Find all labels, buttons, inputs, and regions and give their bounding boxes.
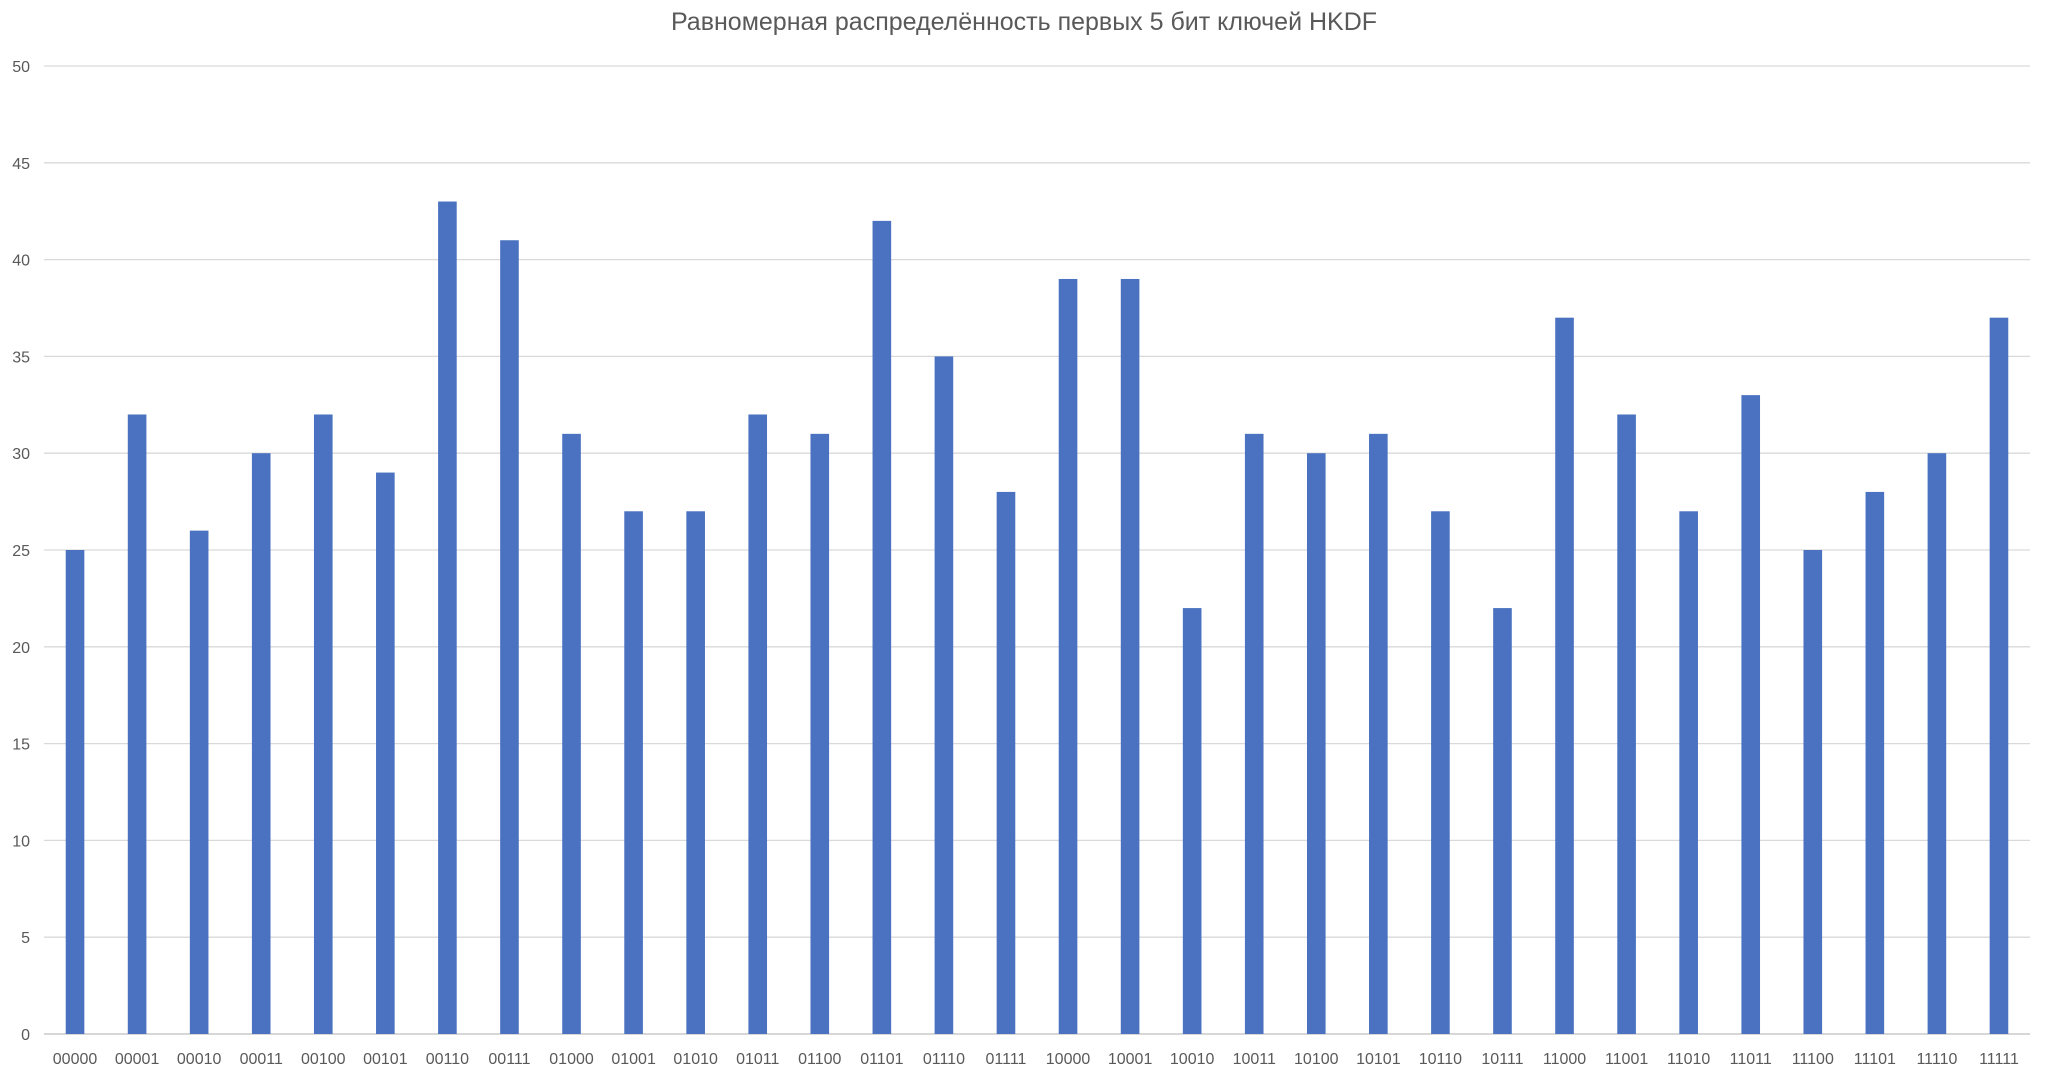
y-tick-label: 45 <box>12 156 30 173</box>
x-tick-label: 11100 <box>1792 1051 1834 1068</box>
x-tick-label: 11010 <box>1667 1051 1710 1068</box>
x-tick-label: 01011 <box>736 1051 779 1068</box>
bar-10011 <box>1244 433 1264 1035</box>
bar-10000 <box>1058 278 1078 1035</box>
gridlines <box>44 65 2030 1035</box>
bar-11010 <box>1679 511 1698 1034</box>
bar-01110 <box>934 356 954 1034</box>
y-tick-label: 25 <box>12 543 30 560</box>
bar-10101 <box>1369 433 1388 1035</box>
x-tick-label: 11101 <box>1854 1051 1896 1068</box>
y-tick-label: 20 <box>12 640 30 657</box>
x-tick-label: 11011 <box>1730 1051 1772 1068</box>
x-tick-label: 00010 <box>177 1051 222 1068</box>
x-tick-label: 00111 <box>488 1051 530 1068</box>
chart-title: Равномерная распределённость первых 5 би… <box>670 8 1378 36</box>
x-tick-label: 11110 <box>1916 1051 1957 1068</box>
x-tick-label: 11000 <box>1543 1051 1586 1068</box>
x-tick-label: 01101 <box>860 1051 903 1068</box>
bar-00001 <box>127 414 147 1035</box>
y-axis-ticks: 0 5 10 15 20 25 30 35 40 45 50 <box>12 59 30 1044</box>
bar-10110 <box>1431 511 1450 1034</box>
x-tick-label: 01100 <box>798 1051 841 1068</box>
bar-11110 <box>1927 453 1947 1034</box>
bar-10111 <box>1493 608 1512 1034</box>
x-tick-label: 10010 <box>1170 1051 1215 1068</box>
x-tick-label: 10111 <box>1481 1051 1523 1068</box>
bar-00111 <box>500 240 519 1035</box>
bar-01010 <box>686 511 705 1034</box>
bar-01011 <box>748 414 768 1035</box>
x-tick-label: 10001 <box>1108 1051 1153 1068</box>
bar-01100 <box>810 433 830 1035</box>
x-tick-label: 10110 <box>1419 1051 1462 1068</box>
x-tick-label: 01000 <box>549 1051 594 1068</box>
bar-11011 <box>1741 395 1761 1034</box>
x-tick-label: 00011 <box>240 1051 283 1068</box>
bar-01111 <box>996 491 1016 1034</box>
bar-01001 <box>624 511 643 1034</box>
x-tick-label: 01110 <box>923 1051 965 1068</box>
x-tick-label: 00101 <box>363 1051 408 1068</box>
x-tick-label: 00100 <box>301 1051 346 1068</box>
bar-00100 <box>313 414 333 1035</box>
bar-00011 <box>251 453 271 1034</box>
y-tick-label: 0 <box>21 1027 30 1044</box>
bar-10010 <box>1182 608 1202 1034</box>
bar-00000 <box>65 550 85 1034</box>
bar-10100 <box>1306 453 1326 1034</box>
bar-00010 <box>189 530 209 1034</box>
bar-01101 <box>872 220 892 1034</box>
x-tick-label: 00001 <box>115 1051 160 1068</box>
bars <box>65 201 2009 1035</box>
bar-11101 <box>1865 491 1885 1034</box>
x-tick-label: 11111 <box>1979 1051 2019 1068</box>
x-axis-ticks: 00000 00001 00010 00011 00100 00101 00110 00111… <box>53 1051 2019 1068</box>
x-tick-label: 01111 <box>986 1051 1027 1068</box>
x-tick-label: 10000 <box>1046 1051 1091 1068</box>
x-tick-label: 01010 <box>673 1051 718 1068</box>
bar-00110 <box>438 201 457 1034</box>
bar-11111 <box>1989 317 2009 1034</box>
y-tick-label: 40 <box>12 253 30 270</box>
x-tick-label: 10011 <box>1233 1051 1276 1068</box>
bar-11000 <box>1555 317 1574 1034</box>
x-tick-label: 11001 <box>1605 1051 1648 1068</box>
y-tick-label: 30 <box>12 446 30 463</box>
y-tick-label: 5 <box>21 930 30 947</box>
x-tick-label: 00000 <box>53 1051 98 1068</box>
x-tick-label: 10100 <box>1294 1051 1339 1068</box>
y-tick-label: 35 <box>12 349 30 366</box>
bar-01000 <box>562 433 581 1035</box>
bar-11001 <box>1617 414 1636 1035</box>
y-tick-label: 50 <box>12 59 30 76</box>
bar-00101 <box>376 472 395 1034</box>
y-tick-label: 15 <box>12 737 30 754</box>
x-tick-label: 01001 <box>611 1051 656 1068</box>
bar-11100 <box>1803 550 1823 1034</box>
x-tick-label: 10101 <box>1356 1051 1401 1068</box>
x-tick-label: 00110 <box>426 1051 469 1068</box>
bar-10001 <box>1120 278 1140 1035</box>
y-tick-label: 10 <box>12 833 30 850</box>
